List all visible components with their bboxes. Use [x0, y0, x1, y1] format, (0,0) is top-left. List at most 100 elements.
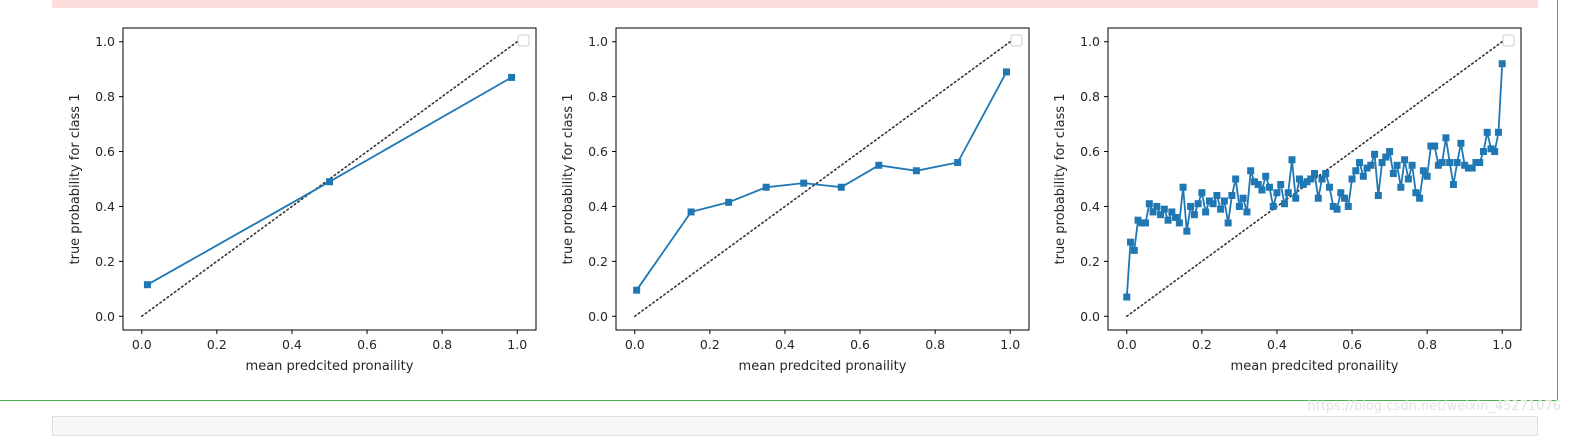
data-point: [1153, 202, 1161, 210]
data-point: [1371, 150, 1379, 158]
data-point: [143, 281, 151, 289]
data-point: [1172, 213, 1180, 221]
chart-3: 0.0 0.2 0.4 0.6 0.8 1.0 0.0 0.2 0.4 0.6 0.8 1.0 mean…: [1053, 27, 1522, 374]
y-tick-label: 0.6: [588, 144, 608, 159]
next-code-cell[interactable]: [52, 416, 1538, 436]
x-tick-label: 0.4: [1267, 337, 1287, 352]
data-point: [1431, 142, 1439, 150]
data-point: [1228, 191, 1236, 199]
data-point: [1438, 159, 1446, 167]
reference-diagonal: [1125, 40, 1504, 318]
data-point: [1472, 159, 1480, 167]
x-tick-label: 0.8: [925, 337, 945, 352]
y-tick-label: 0.0: [1080, 309, 1100, 324]
x-tick-label: 0.4: [775, 337, 795, 352]
y-tick-label: 0.8: [1080, 89, 1100, 104]
data-point: [837, 183, 845, 191]
data-point: [1322, 170, 1330, 178]
data-point: [1393, 161, 1401, 169]
data-point: [1198, 189, 1206, 197]
data-point: [1359, 172, 1367, 180]
data-point: [1164, 216, 1172, 224]
data-point: [1183, 227, 1191, 235]
data-point: [800, 179, 808, 187]
data-point: [1419, 167, 1427, 175]
data-point: [1142, 219, 1150, 227]
data-point: [1157, 211, 1165, 219]
reference-diagonal: [140, 40, 519, 318]
data-point: [1262, 172, 1270, 180]
data-point: [1284, 189, 1292, 197]
data-point: [1213, 191, 1221, 199]
y-tick-label: 1.0: [1080, 34, 1100, 49]
data-point: [1464, 164, 1472, 172]
data-point: [1002, 68, 1010, 76]
data-point: [1337, 189, 1345, 197]
data-point: [1344, 202, 1352, 210]
data-point: [1127, 238, 1135, 246]
data-point: [1243, 208, 1251, 216]
y-axis-label: true probability for class 1: [561, 94, 576, 265]
data-point: [1232, 175, 1240, 183]
data-point: [912, 167, 920, 175]
data-point: [1404, 175, 1412, 183]
data-point: [633, 286, 641, 294]
data-point: [1134, 216, 1142, 224]
y-tick-label: 0.6: [95, 144, 115, 159]
data-point: [1494, 128, 1502, 136]
data-point: [1363, 164, 1371, 172]
series-line: [635, 71, 1008, 291]
data-point: [1254, 180, 1262, 188]
data-point: [1416, 194, 1424, 202]
data-point: [1348, 175, 1356, 183]
data-point: [1269, 202, 1277, 210]
data-point: [1449, 180, 1457, 188]
data-point: [1239, 194, 1247, 202]
data-point: [1314, 194, 1322, 202]
data-point: [1318, 175, 1326, 183]
data-point: [1292, 194, 1300, 202]
legend-box: [1010, 34, 1023, 47]
y-tick-label: 0.2: [95, 254, 115, 269]
data-point: [1378, 159, 1386, 167]
data-point: [1427, 142, 1435, 150]
y-axis-label: true probability for class 1: [68, 94, 83, 265]
data-point: [1235, 202, 1243, 210]
x-tick-label: 0.8: [1417, 337, 1437, 352]
data-point: [1446, 159, 1454, 167]
y-tick-label: 0.4: [95, 199, 115, 214]
y-tick-label: 0.4: [588, 199, 608, 214]
legend-box: [517, 34, 530, 47]
legend-box: [1502, 34, 1515, 47]
plot-area: [1107, 27, 1522, 331]
x-tick-label: 0.4: [282, 337, 302, 352]
data-point: [1389, 170, 1397, 178]
x-axis-label: mean predcited pronaility: [246, 359, 414, 374]
y-tick-label: 0.8: [588, 89, 608, 104]
data-point: [1205, 197, 1213, 205]
chart-2: 0.0 0.2 0.4 0.6 0.8 1.0 0.0 0.2 0.4 0.6 0.8 1.0 mean…: [561, 27, 1030, 374]
data-point: [1352, 167, 1360, 175]
data-point: [1386, 148, 1394, 156]
y-tick-label: 1.0: [95, 34, 115, 49]
data-point: [1341, 194, 1349, 202]
x-tick-label: 0.8: [432, 337, 452, 352]
data-point: [1209, 200, 1217, 208]
data-point: [1367, 161, 1375, 169]
data-point: [1461, 161, 1469, 169]
data-point: [1273, 189, 1281, 197]
data-point: [875, 161, 883, 169]
data-point: [508, 73, 516, 81]
data-point: [1123, 293, 1131, 301]
data-point: [1130, 246, 1138, 254]
x-axis-label: mean predcited pronaility: [1231, 359, 1399, 374]
x-tick-label: 0.2: [1192, 337, 1212, 352]
data-point: [1457, 139, 1465, 147]
data-point: [1217, 205, 1225, 213]
x-tick-label: 0.2: [207, 337, 227, 352]
data-point: [1423, 172, 1431, 180]
data-point: [1374, 191, 1382, 199]
data-point: [1434, 161, 1442, 169]
data-point: [1175, 219, 1183, 227]
data-point: [1479, 148, 1487, 156]
